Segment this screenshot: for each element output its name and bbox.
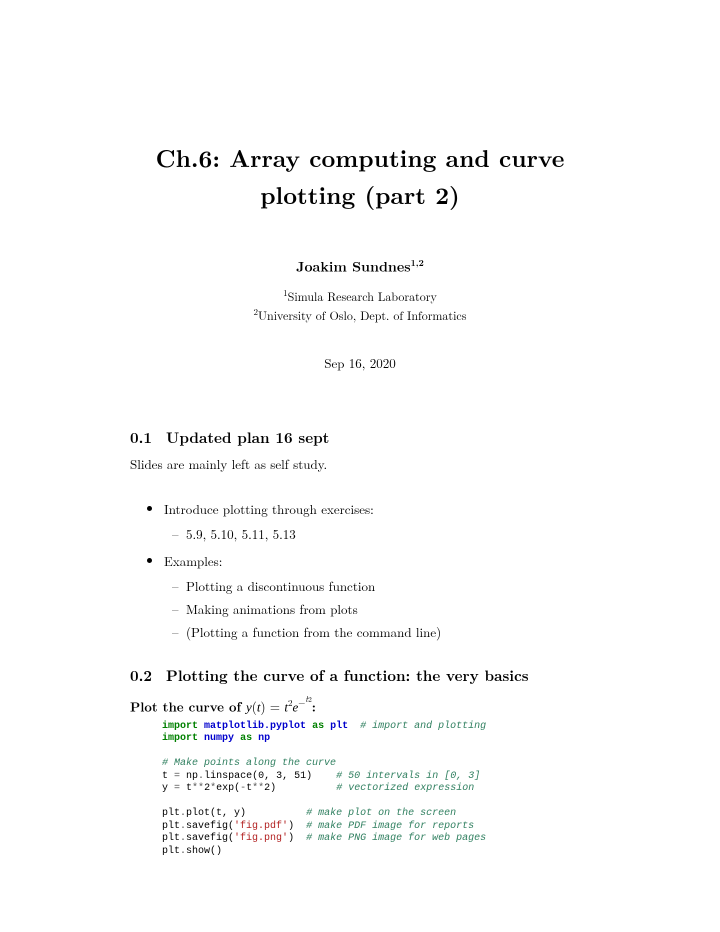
bullet-2: Examples:	[164, 551, 222, 570]
section-2-title: Plotting the curve of a function: the ve…	[166, 665, 529, 686]
code-block: import matplotlib.pyplot as plt # import…	[162, 721, 590, 859]
sublist-item: Making animations from plots	[186, 599, 590, 618]
section-1-title: Updated plan 16 sept	[166, 427, 329, 448]
math-expr: y	[246, 699, 252, 714]
section-2-num: 0.2	[130, 665, 152, 686]
affil2-text: University of Oslo, Dept. of Informatics	[258, 307, 466, 324]
list-item: Introduce plotting through exercises: 5.…	[164, 499, 590, 543]
plot-curve-line: Plot the curve of y(t) = t2e−t2:	[130, 692, 590, 715]
bullet-list: Introduce plotting through exercises: 5.…	[130, 499, 590, 641]
affil1-text: Simula Research Laboratory	[288, 288, 437, 305]
author-name: Joakim Sundnes	[296, 257, 410, 277]
date-line: Sep 16, 2020	[130, 353, 590, 372]
sublist: Plotting a discontinuous function Making…	[164, 576, 590, 641]
plot-label: Plot the curve of	[130, 696, 246, 715]
sublist: 5.9, 5.10, 5.11, 5.13	[164, 524, 590, 543]
section-1-head: 0.1 Updated plan 16 sept	[130, 427, 590, 448]
affiliations: 1Simula Research Laboratory 2University …	[130, 287, 590, 325]
section-2-head: 0.2 Plotting the curve of a function: the…	[130, 665, 590, 686]
sublist-item: Plotting a discontinuous function	[186, 576, 590, 595]
sublist-item: (Plotting a function from the command li…	[186, 622, 590, 641]
author-line: Joakim Sundnes1,2	[130, 256, 590, 277]
author-sup: 1,2	[411, 256, 424, 269]
list-item: Examples: Plotting a discontinuous funct…	[164, 551, 590, 641]
sublist-item: 5.9, 5.10, 5.11, 5.13	[186, 524, 590, 543]
section-1-num: 0.1	[130, 427, 152, 448]
document-page: Ch.6: Array computing and curve plotting…	[0, 0, 720, 932]
bullet-1: Introduce plotting through exercises:	[164, 499, 374, 518]
section-1-body: Slides are mainly left as self study.	[130, 454, 590, 473]
page-title: Ch.6: Array computing and curve plotting…	[130, 140, 590, 214]
